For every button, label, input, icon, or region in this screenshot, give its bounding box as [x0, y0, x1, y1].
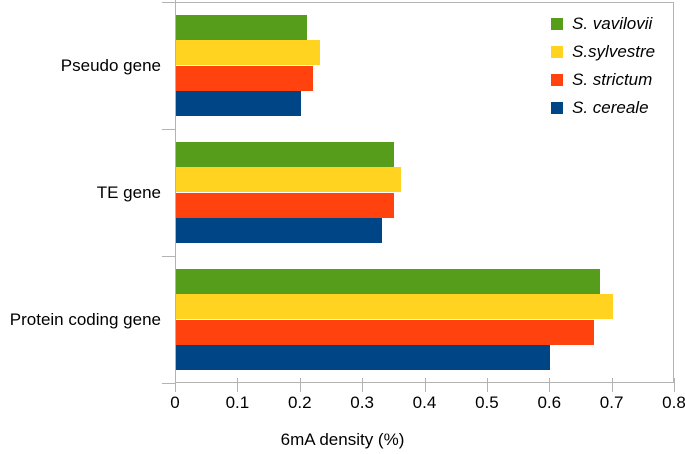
- legend-swatch-icon: [551, 74, 563, 86]
- x-tick-mark: [486, 378, 488, 392]
- bar: [176, 269, 601, 294]
- legend-swatch-icon: [551, 18, 563, 30]
- legend-item: S.sylvestre: [551, 38, 655, 66]
- x-tick-label: 0.5: [475, 393, 499, 412]
- bar: [176, 319, 594, 345]
- legend: S. vavilovii S.sylvestre S. strictum S. cer…: [551, 10, 655, 122]
- legend-label: S. vavilovii: [572, 14, 653, 33]
- bar: [176, 344, 551, 370]
- x-tick-label: 0.4: [412, 393, 437, 412]
- x-tick-label: 0.2: [287, 393, 312, 412]
- x-tick-label: 0: [170, 393, 180, 412]
- bar: [176, 167, 401, 193]
- bar: [176, 294, 613, 320]
- x-tick-label: 0.7: [599, 393, 624, 412]
- legend-item: S. vavilovii: [551, 10, 655, 38]
- legend-label: S. strictum: [572, 70, 653, 89]
- x-tick-label: 0.8: [662, 393, 685, 412]
- x-tick-label: 0.6: [537, 393, 562, 412]
- legend-label: S. cereale: [572, 98, 649, 117]
- x-tick-mark: [424, 378, 426, 392]
- x-tick-mark: [549, 378, 551, 392]
- x-tick-mark: [175, 378, 176, 392]
- category-label: TE gene: [96, 182, 161, 202]
- bar: [176, 15, 307, 40]
- bar: [176, 40, 320, 66]
- category-label: Pseudo gene: [60, 55, 161, 75]
- x-tick-mark: [299, 378, 301, 392]
- bar: [176, 142, 395, 167]
- x-tick-label: 0.3: [350, 393, 374, 412]
- legend-item: S. strictum: [551, 66, 655, 94]
- bar: [176, 65, 314, 91]
- bar: [176, 90, 301, 116]
- legend-swatch-icon: [551, 102, 563, 114]
- bar: [176, 217, 382, 243]
- x-tick-mark: [237, 378, 239, 392]
- y-tick-mark: [162, 256, 175, 257]
- legend-label: S.sylvestre: [572, 42, 656, 61]
- legend-item: S. cereale: [551, 94, 655, 122]
- x-tick-mark: [362, 378, 364, 392]
- x-axis-title: 6mA density (%): [280, 430, 405, 449]
- bar: [176, 192, 395, 218]
- y-tick-mark: [162, 383, 175, 384]
- legend-swatch-icon: [551, 46, 563, 58]
- y-axis-line: [175, 0, 176, 384]
- x-tick-mark: [611, 378, 613, 392]
- y-tick-mark: [162, 2, 175, 3]
- x-tick-label: 0.1: [225, 393, 250, 412]
- x-tick-mark: [674, 378, 675, 392]
- y-tick-mark: [162, 129, 175, 130]
- category-label: Protein coding gene: [9, 309, 161, 329]
